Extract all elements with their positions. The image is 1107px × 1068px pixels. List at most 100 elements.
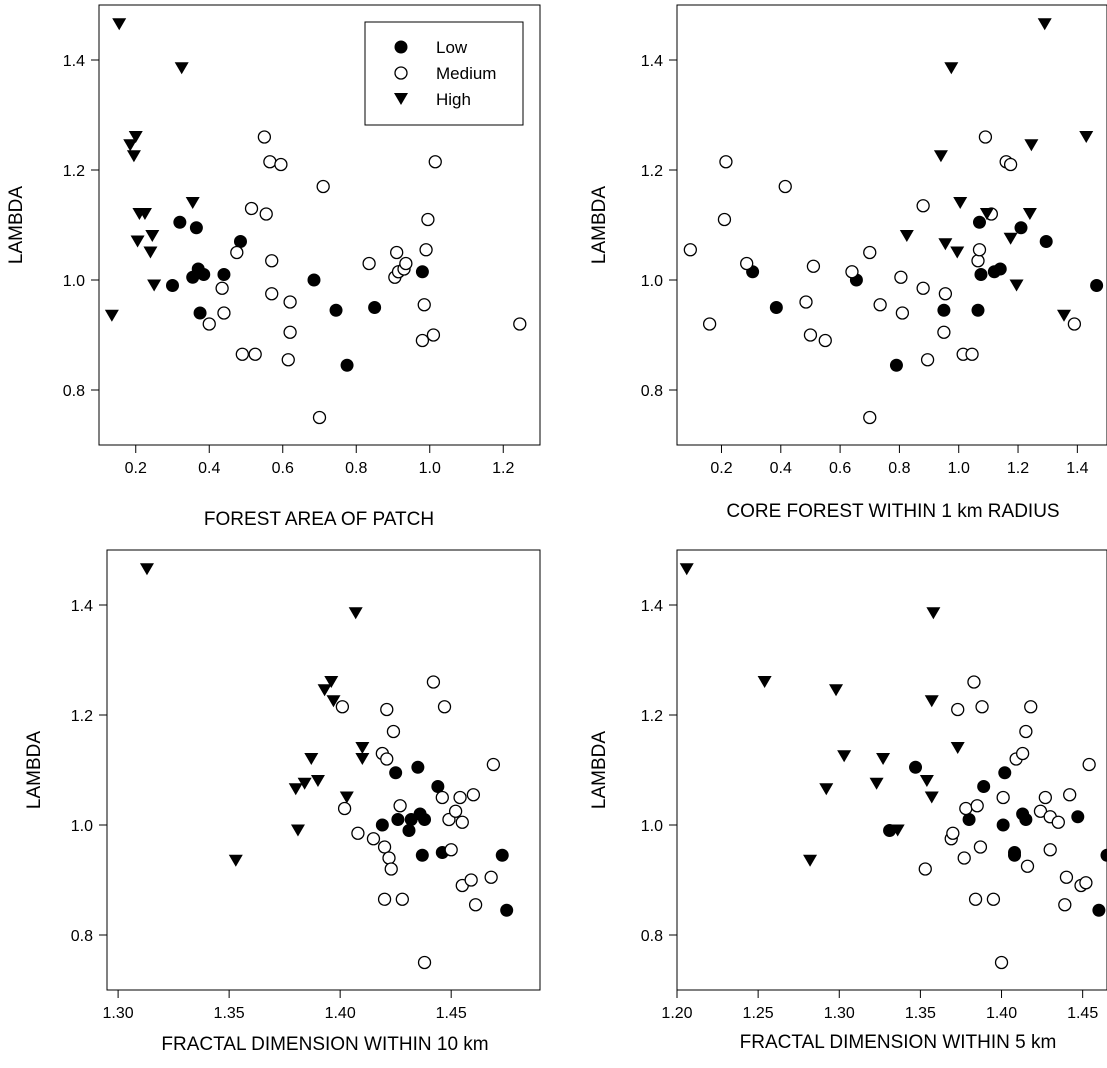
panel-fractal-5km: 1.20 1.25 1.30 1.35 1.40 1.45 0.8 1.0 1.2 1.4 FRAC…: [589, 549, 1107, 1053]
point-high: [290, 824, 305, 837]
point-high: [757, 676, 772, 688]
point-low: [972, 215, 986, 229]
y-axis-label: LAMBDA: [589, 186, 610, 264]
point-high: [803, 854, 818, 867]
x-tick-label: 1.40: [325, 1005, 356, 1022]
y-tick-label: 0.8: [71, 928, 93, 945]
y-tick-label: 1.0: [71, 818, 93, 835]
point-medium: [337, 801, 352, 816]
legend: Low Medium High: [364, 21, 524, 126]
point-low: [402, 824, 416, 837]
point-medium: [486, 757, 501, 772]
point-high: [950, 246, 965, 259]
point-high: [355, 742, 370, 754]
point-high: [147, 279, 162, 292]
point-low: [217, 268, 231, 281]
point-high: [228, 854, 243, 867]
point-medium: [916, 199, 930, 213]
point-low: [307, 273, 321, 287]
point-medium: [351, 826, 365, 840]
point-medium: [1082, 757, 1096, 772]
point-high: [1009, 279, 1024, 292]
point-low: [193, 306, 207, 320]
point-medium: [230, 245, 244, 260]
x-tick-label: 0.2: [710, 460, 732, 477]
x-tick-label: 0.8: [888, 460, 910, 477]
panel-forest-area: 0.2 0.4 0.6 0.8 1.0 1.2 0.8 1.0 1.2 1.4 FOREST ARE…: [6, 4, 541, 530]
y-tick-label: 1.2: [641, 708, 663, 725]
point-medium: [393, 799, 407, 813]
x-tick-label: 0.4: [770, 460, 792, 477]
point-low: [769, 301, 783, 314]
point-low: [389, 766, 403, 780]
point-high: [128, 131, 143, 143]
y-axis-label: LAMBDA: [24, 731, 45, 809]
point-medium: [380, 702, 394, 717]
point-high: [104, 309, 119, 322]
x-tick-label: 1.45: [436, 1005, 467, 1022]
legend-marker-high: [394, 93, 408, 105]
point-low: [977, 780, 991, 793]
point-medium: [894, 270, 908, 284]
legend-label-low: Low: [436, 38, 468, 57]
point-high: [938, 238, 953, 251]
point-medium: [417, 298, 431, 312]
x-tick-label: 1.2: [1007, 460, 1029, 477]
point-medium: [417, 955, 432, 970]
point-medium: [863, 245, 877, 260]
point-medium: [1043, 843, 1057, 857]
legend-marker-low: [394, 40, 408, 54]
point-high: [819, 783, 834, 796]
point-medium: [448, 804, 463, 818]
point-high: [326, 695, 341, 708]
y-tick-label: 0.8: [641, 928, 663, 945]
point-medium: [437, 700, 452, 714]
point-medium: [281, 353, 295, 367]
y-tick-label: 1.0: [63, 273, 85, 290]
point-medium: [274, 157, 288, 172]
point-medium: [335, 700, 350, 714]
point-low: [1071, 810, 1085, 824]
point-low: [173, 215, 187, 229]
x-tick-label: 1.40: [986, 1005, 1017, 1022]
point-medium: [444, 843, 458, 857]
point-medium: [1058, 898, 1072, 912]
point-medium: [978, 130, 993, 144]
x-tick-label: 0.6: [272, 460, 294, 477]
point-medium: [916, 281, 930, 295]
point-medium: [1020, 859, 1035, 873]
point-medium: [946, 826, 960, 840]
point-medium: [263, 155, 277, 169]
point-medium: [717, 212, 732, 227]
point-high: [324, 676, 339, 688]
point-medium: [415, 333, 430, 348]
point-medium: [283, 325, 297, 339]
point-low: [1100, 848, 1107, 862]
point-medium: [1019, 724, 1033, 739]
point-medium: [1038, 790, 1052, 805]
point-medium: [386, 724, 401, 739]
point-high: [1003, 232, 1018, 245]
point-medium: [265, 287, 279, 301]
point-low: [998, 766, 1012, 780]
point-low: [996, 818, 1010, 832]
point-medium: [920, 353, 935, 367]
legend-box: [364, 21, 524, 126]
point-high: [953, 197, 968, 209]
point-high: [876, 753, 891, 765]
y-tick-label: 1.4: [641, 53, 663, 70]
legend-label-high: High: [436, 90, 471, 109]
point-low: [329, 303, 343, 317]
point-high: [924, 791, 939, 804]
point-medium: [466, 788, 481, 802]
point-high: [926, 607, 941, 620]
point-medium: [778, 179, 792, 194]
point-medium: [217, 306, 231, 320]
x-tick-label: 1.25: [743, 1005, 774, 1022]
y-tick-label: 1.2: [71, 708, 93, 725]
point-medium: [702, 317, 717, 331]
point-low: [431, 780, 445, 793]
point-high: [174, 62, 189, 75]
point-low: [418, 813, 432, 826]
plot-frame: [676, 4, 1107, 446]
